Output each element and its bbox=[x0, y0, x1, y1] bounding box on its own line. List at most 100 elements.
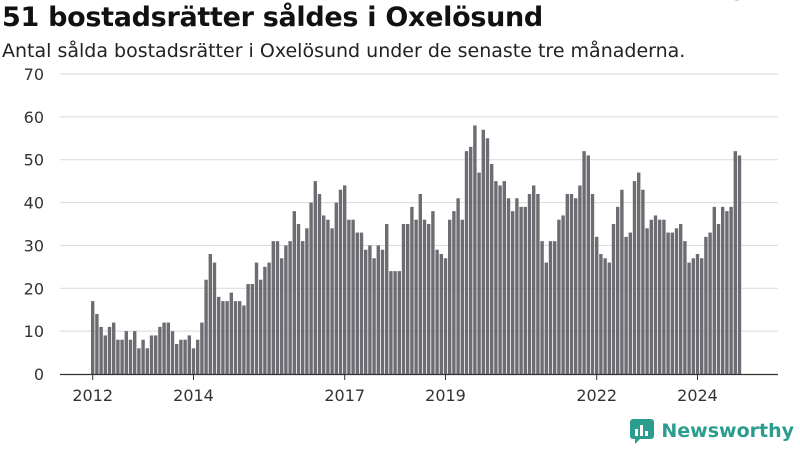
bar bbox=[208, 254, 212, 374]
y-tick-label: 50 bbox=[24, 151, 44, 170]
bar bbox=[380, 249, 385, 374]
bar bbox=[212, 262, 217, 374]
bar bbox=[502, 181, 506, 374]
bar bbox=[515, 198, 519, 374]
bar bbox=[175, 344, 179, 374]
y-tick-label: 30 bbox=[24, 236, 44, 255]
y-tick-label: 0 bbox=[34, 365, 44, 384]
bar bbox=[355, 232, 359, 374]
bar bbox=[469, 146, 473, 374]
bar bbox=[729, 206, 733, 374]
bar bbox=[599, 254, 603, 374]
bar bbox=[418, 194, 422, 374]
bar bbox=[410, 206, 414, 374]
bar bbox=[603, 258, 607, 374]
bar bbox=[158, 326, 162, 374]
bar bbox=[427, 224, 431, 374]
bar bbox=[649, 219, 653, 374]
bar bbox=[301, 241, 305, 374]
bar bbox=[393, 271, 397, 374]
bar bbox=[670, 232, 674, 374]
bar bbox=[137, 348, 141, 374]
bar bbox=[305, 228, 309, 374]
bar bbox=[477, 172, 481, 374]
x-tick-label: 2019 bbox=[425, 386, 466, 405]
bar bbox=[141, 339, 145, 374]
bar bbox=[359, 232, 364, 374]
bar bbox=[607, 262, 611, 374]
bar bbox=[330, 228, 334, 374]
bar bbox=[452, 211, 456, 374]
bar bbox=[569, 194, 574, 374]
bar bbox=[662, 219, 666, 374]
bar bbox=[674, 228, 679, 374]
bar bbox=[628, 232, 632, 374]
bar bbox=[162, 322, 166, 374]
bar bbox=[292, 211, 296, 374]
bar bbox=[376, 245, 380, 374]
bar bbox=[317, 194, 322, 374]
bar bbox=[544, 262, 548, 374]
bar bbox=[561, 215, 565, 374]
bar bbox=[540, 241, 544, 374]
bar bbox=[658, 219, 662, 374]
bar bbox=[275, 241, 280, 374]
bar bbox=[372, 258, 376, 374]
bar bbox=[448, 219, 452, 374]
bar bbox=[737, 155, 742, 374]
bar bbox=[128, 339, 133, 374]
bar bbox=[704, 236, 708, 374]
y-tick-label: 70 bbox=[24, 65, 44, 84]
bar bbox=[511, 211, 515, 374]
bar bbox=[578, 185, 582, 374]
newsworthy-logo-icon bbox=[630, 419, 655, 444]
bar bbox=[523, 206, 527, 374]
bar bbox=[548, 241, 553, 374]
y-tick-label: 60 bbox=[24, 108, 44, 127]
bar bbox=[473, 125, 477, 374]
x-tick-label: 2014 bbox=[173, 386, 214, 405]
bar bbox=[733, 151, 737, 374]
bar bbox=[490, 164, 494, 374]
bar bbox=[431, 211, 435, 374]
bar bbox=[133, 331, 137, 374]
bar bbox=[296, 224, 301, 374]
bar bbox=[95, 314, 99, 374]
bar bbox=[414, 219, 418, 374]
bar bbox=[284, 245, 288, 374]
bar bbox=[401, 224, 406, 374]
bar bbox=[439, 254, 443, 374]
bar bbox=[288, 241, 292, 374]
bar bbox=[527, 194, 532, 374]
bar bbox=[343, 185, 347, 374]
bar bbox=[187, 335, 191, 374]
bar bbox=[145, 348, 149, 374]
bar bbox=[485, 138, 490, 374]
bar bbox=[464, 151, 469, 374]
data-label: 51 bbox=[732, 0, 755, 5]
bar bbox=[443, 258, 448, 374]
bar bbox=[326, 219, 330, 374]
bar bbox=[322, 215, 326, 374]
bar bbox=[112, 322, 116, 374]
bar bbox=[263, 266, 267, 374]
bar bbox=[271, 241, 275, 374]
bar bbox=[242, 305, 246, 374]
bar bbox=[586, 155, 590, 374]
bar bbox=[683, 241, 687, 374]
bar bbox=[637, 172, 641, 374]
bar bbox=[200, 322, 204, 374]
bar bbox=[91, 301, 95, 374]
bar bbox=[233, 301, 238, 374]
bar bbox=[389, 271, 393, 374]
bar bbox=[120, 339, 124, 374]
bar bbox=[666, 232, 670, 374]
bar bbox=[196, 339, 200, 374]
bar bbox=[565, 194, 569, 374]
bar bbox=[725, 211, 729, 374]
x-tick-label: 2022 bbox=[576, 386, 617, 405]
bar bbox=[116, 339, 120, 374]
bar bbox=[217, 296, 221, 374]
bar bbox=[238, 301, 242, 374]
